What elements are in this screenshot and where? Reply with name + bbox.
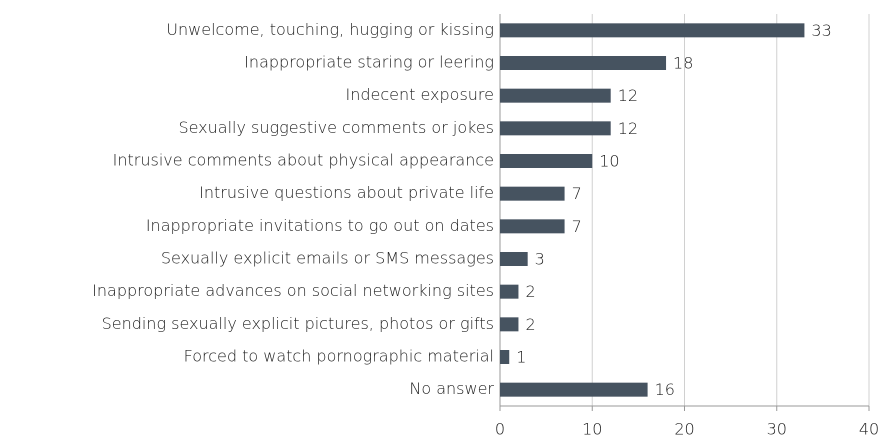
- x-tick-label: 0: [495, 420, 505, 439]
- data-label: 10: [599, 152, 619, 171]
- bar: [500, 23, 805, 38]
- data-label: 2: [525, 282, 535, 301]
- data-label: 33: [811, 21, 831, 40]
- bar: [500, 317, 519, 332]
- bar: [500, 186, 565, 201]
- y-tick-label: Forced to watch pornographic material: [184, 347, 494, 366]
- data-label: 12: [618, 86, 638, 105]
- y-tick-label: Intrusive questions about private life: [199, 183, 494, 202]
- data-label: 12: [618, 119, 638, 138]
- y-tick-label: No answer: [409, 379, 494, 398]
- data-label: 7: [572, 184, 582, 203]
- bar: [500, 382, 648, 397]
- bar: [500, 219, 565, 234]
- y-tick-label: Inappropriate advances on social network…: [92, 281, 494, 300]
- data-label: 18: [673, 54, 693, 73]
- data-label: 16: [655, 380, 675, 399]
- y-tick-label: Inappropriate staring or leering: [244, 53, 494, 72]
- x-tick-label: 40: [859, 420, 879, 439]
- data-label: 7: [572, 217, 582, 236]
- y-tick-label: Unwelcome, touching, hugging or kissing: [166, 20, 494, 39]
- bar: [500, 121, 611, 136]
- y-tick-label: Sending sexually explicit pictures, phot…: [102, 314, 494, 333]
- x-tick-label: 30: [767, 420, 787, 439]
- x-tick-label: 20: [674, 420, 694, 439]
- y-tick-label: Intrusive comments about physical appear…: [113, 151, 494, 170]
- bar: [500, 284, 519, 299]
- y-tick-label: Inappropriate invitations to go out on d…: [146, 216, 494, 235]
- data-label: 2: [525, 315, 535, 334]
- data-label: 3: [535, 250, 545, 269]
- y-tick-label: Sexually explicit emails or SMS messages: [161, 249, 494, 268]
- y-tick-label: Indecent exposure: [345, 85, 494, 104]
- data-label: 1: [516, 348, 526, 367]
- bar: [500, 88, 611, 103]
- bar: [500, 56, 667, 70]
- bar: [500, 252, 528, 266]
- bar: [500, 350, 510, 364]
- y-tick-label: Sexually suggestive comments or jokes: [178, 118, 494, 137]
- bar: [500, 154, 593, 168]
- x-tick-label: 10: [582, 420, 602, 439]
